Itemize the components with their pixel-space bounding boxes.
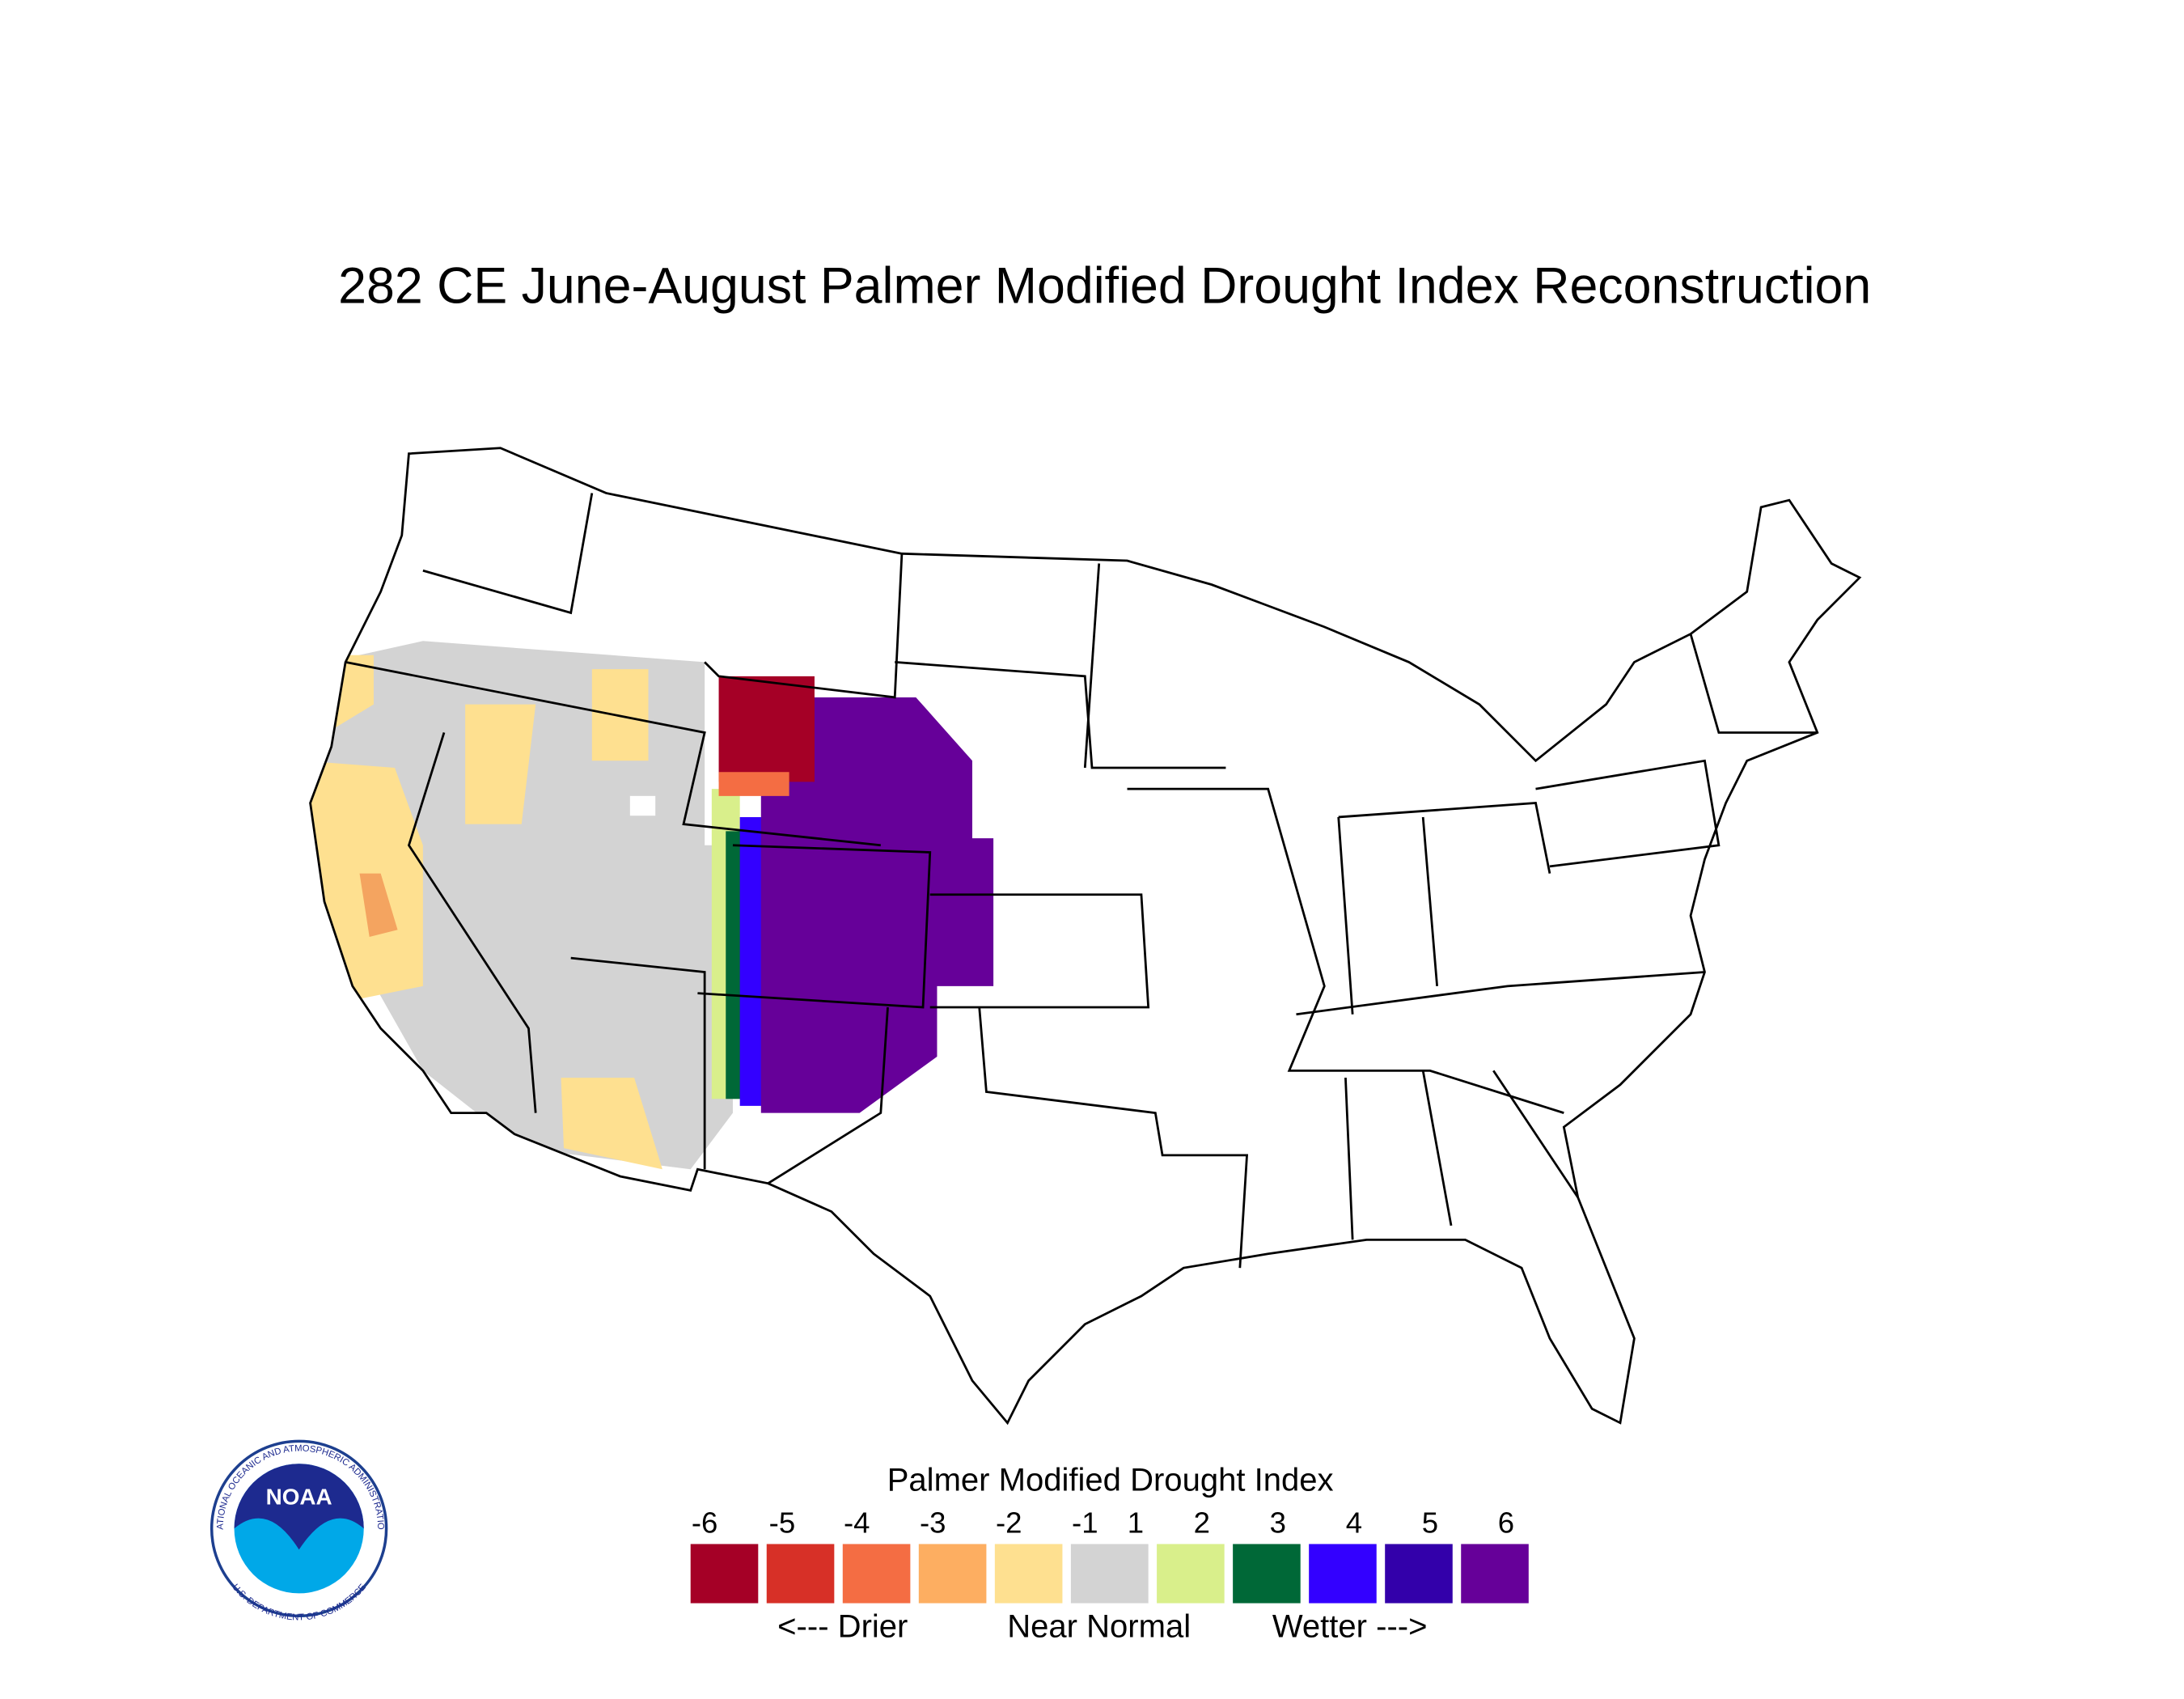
legend-tick-label: -5 xyxy=(769,1506,796,1540)
legend-swatch xyxy=(1157,1544,1225,1604)
legend-tick-label: -4 xyxy=(844,1506,870,1540)
logo-text: NOAA xyxy=(266,1485,332,1510)
gap xyxy=(629,795,656,816)
legend-swatch xyxy=(1070,1544,1149,1604)
legend-swatch xyxy=(690,1544,759,1604)
dry-area xyxy=(718,772,789,796)
dry-area xyxy=(561,1078,662,1170)
legend-swatch xyxy=(1385,1544,1453,1604)
legend-tick-label: 2 xyxy=(1194,1506,1210,1540)
legend-tick-label: 6 xyxy=(1498,1506,1514,1540)
legend-tick-label: 4 xyxy=(1346,1506,1362,1540)
legend-tick-label: -2 xyxy=(996,1506,1022,1540)
legend-descriptor: Wetter ---> xyxy=(1272,1608,1428,1644)
state-borders xyxy=(345,493,1818,1269)
logo-top xyxy=(234,1464,364,1550)
legend-swatch xyxy=(1309,1544,1377,1604)
very-wet-area xyxy=(760,697,994,1113)
legend-swatch xyxy=(1233,1544,1301,1604)
legend-swatch xyxy=(766,1544,835,1604)
legend-tick-label: -1 xyxy=(1072,1506,1098,1540)
map-title: 282 CE June-August Palmer Modified Droug… xyxy=(338,257,1871,314)
legend-swatch xyxy=(918,1544,987,1604)
legend-swatch xyxy=(994,1544,1063,1604)
legend-tick-label: 1 xyxy=(1128,1506,1144,1540)
legend-tick-label: 5 xyxy=(1422,1506,1438,1540)
legend: -6 -5 -4 -3 -2 -1 1 2 3 4 5 6 <--- Drier Near Normal W… xyxy=(690,1506,1529,1644)
legend-tick-label: 3 xyxy=(1270,1506,1286,1540)
near-normal-area xyxy=(327,641,733,1170)
legend-tick-label: -3 xyxy=(920,1506,946,1540)
legend-swatch xyxy=(1461,1544,1529,1604)
dry-area xyxy=(465,704,536,824)
legend-descriptor: Near Normal xyxy=(1007,1608,1191,1644)
very-dry-area xyxy=(718,676,815,782)
legend-swatch xyxy=(842,1544,911,1604)
legend-title: Palmer Modified Drought Index xyxy=(887,1462,1334,1498)
dry-area xyxy=(359,873,398,937)
legend-descriptor: <--- Drier xyxy=(777,1608,908,1644)
legend-tick-label: -6 xyxy=(692,1506,717,1540)
drought-field xyxy=(310,641,994,1170)
